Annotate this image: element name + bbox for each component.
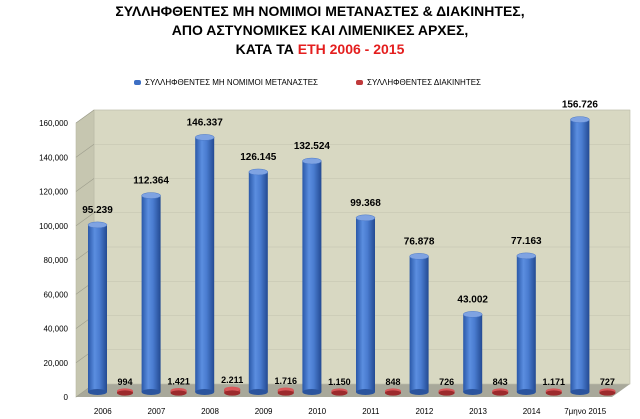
bar-smugglers-base [117,390,133,396]
chart-title: ΣΥΛΛΗΦΘΕΝΤΕΣ ΜΗ ΝΟΜΙΜΟΙ ΜΕΤΑΝΑΣΤΕΣ & ΔΙΑ… [0,2,640,59]
bar-migrants-top [462,311,483,318]
legend-swatch-smugglers [356,80,363,86]
bar-migrants [141,195,161,392]
bar-migrants-base [141,389,161,395]
title-line-3-prefix: ΚΑΤΑ ΤΑ [235,41,298,57]
bar-migrants-base [570,389,590,395]
data-label-migrants: 156.726 [562,100,599,111]
y-tick-label: 160,000 [39,119,68,128]
floor [76,384,630,397]
data-label-smugglers: 1.716 [275,376,298,386]
legend-item-smugglers: ΣΥΛΛΗΦΘΕΝΤΕΣ ΔΙΑΚΙΝΗΤΕΣ [356,78,481,87]
bar-migrants-base [516,389,536,395]
legend-swatch-migrants [134,80,141,86]
data-label-migrants: 126.145 [240,152,277,163]
bar-smugglers-base [545,390,562,396]
bar-migrants-top [355,214,376,222]
bar-smugglers-base [277,390,294,396]
x-tick-label: 2006 [94,407,112,416]
x-tick-label: 2014 [523,407,541,416]
legend-label-migrants: ΣΥΛΛΗΦΘΕΝΤΕΣ ΜΗ ΝΟΜΙΜΟΙ ΜΕΤΑΝΑΣΤΕΣ [145,78,318,87]
y-gridline-side [75,144,95,158]
bar-smugglers-base [438,390,455,396]
data-label-smugglers: 848 [385,377,400,387]
legend-item-migrants: ΣΥΛΛΗΦΘΕΝΤΕΣ ΜΗ ΝΟΜΙΜΟΙ ΜΕΤΑΝΑΣΤΕΣ [134,78,318,87]
bar-migrants-base [88,389,107,395]
bar-migrants-base [356,389,375,395]
y-tick-label: 80,000 [44,256,69,265]
data-label-smugglers: 843 [493,377,508,387]
bar-migrants-top [570,116,590,123]
data-label-smugglers: 1.150 [328,377,351,387]
data-label-smugglers: 727 [600,377,615,387]
data-label-migrants: 112.364 [133,176,169,187]
bar-smugglers-top [224,386,241,392]
data-label-smugglers: 1.171 [543,377,566,387]
bar-migrants-base [195,389,215,395]
bar-migrants [516,255,536,392]
bar-migrants-top [302,157,322,165]
data-label-migrants: 76.878 [404,236,435,247]
data-label-migrants: 99.368 [350,198,381,209]
bar-smugglers-base [331,390,348,396]
data-label-smugglers: 2.211 [221,375,243,385]
x-tick-label: 2009 [255,407,273,416]
bar-smugglers-base [599,390,616,396]
bar-migrants-top [141,192,161,199]
y-gridline-side [75,212,95,226]
bar-migrants [88,224,107,392]
data-label-smugglers: 1.421 [167,377,190,387]
bar-migrants [302,161,322,392]
bar-migrants-top [516,252,537,260]
x-tick-label: 2010 [308,407,326,416]
bar-migrants-top [87,221,108,229]
x-tick-label: 2013 [469,407,487,416]
y-tick-label: 40,000 [44,325,69,334]
bar-migrants-top [409,253,429,260]
title-line-3: ΚΑΤΑ ΤΑ ΕΤΗ 2006 - 2015 [0,40,640,59]
data-label-migrants: 43.002 [457,294,488,305]
bar-migrants-top [194,134,215,141]
legend: ΣΥΛΛΗΦΘΕΝΤΕΣ ΜΗ ΝΟΜΙΜΟΙ ΜΕΤΑΝΑΣΤΕΣ ΣΥΛΛΗ… [0,78,640,90]
x-tick-label: 2011 [362,407,380,416]
data-label-migrants: 146.337 [187,117,224,128]
bar-migrants [248,171,268,392]
y-tick-label: 120,000 [39,188,68,197]
data-label-migrants: 95.239 [82,205,113,216]
x-tick-label: 7μηνο 2015 [564,407,607,416]
bar-migrants-base [248,389,268,395]
data-label-smugglers: 726 [439,377,454,387]
bar-migrants [195,137,215,392]
legend-label-smugglers: ΣΥΛΛΗΦΘΕΝΤΕΣ ΔΙΑΚΙΝΗΤΕΣ [367,78,482,87]
x-tick-label: 2012 [416,407,434,416]
title-line-2: ΑΠΟ ΑΣΤΥΝΟΜΙΚΕΣ ΚΑΙ ΛΙΜΕΝΙΚΕΣ ΑΡΧΕΣ, [171,22,469,38]
x-tick-label: 2008 [201,407,219,416]
data-label-smugglers: 994 [117,377,132,387]
bar-migrants-base [302,389,322,395]
y-tick-label: 140,000 [39,153,68,162]
y-tick-label: 0 [64,393,69,402]
bar-migrants-top [248,168,269,176]
title-line-1: ΣΥΛΛΗΦΘΕΝΤΕΣ ΜΗ ΝΟΜΙΜΟΙ ΜΕΤΑΝΑΣΤΕΣ & ΔΙΑ… [115,3,525,19]
y-tick-label: 20,000 [44,359,69,368]
bar-smugglers-base [224,390,241,396]
y-gridline-side [75,109,95,124]
bar-smugglers-base [170,390,187,396]
bar-migrants [463,314,483,392]
data-label-migrants: 77.163 [511,236,542,247]
title-line-3-highlight: ΕΤΗ 2006 - 2015 [297,41,405,57]
bar-smugglers-base [492,390,509,396]
bar-smugglers-base [385,390,401,396]
bar-migrants-base [409,389,429,395]
y-tick-label: 60,000 [44,290,69,299]
bar-migrants [570,119,590,393]
y-tick-label: 100,000 [39,222,68,231]
bar-migrants [409,256,429,392]
x-tick-label: 2007 [148,407,166,416]
data-label-migrants: 132.524 [294,141,331,152]
y-gridline-side [75,178,95,192]
bar-migrants [356,217,375,392]
bar-migrants-base [463,389,483,395]
